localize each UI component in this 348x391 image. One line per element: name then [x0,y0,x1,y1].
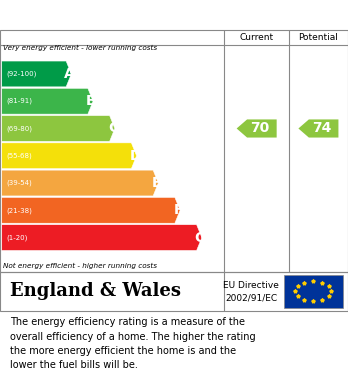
Text: Not energy efficient - higher running costs: Not energy efficient - higher running co… [3,263,158,269]
Text: A: A [64,67,75,81]
Polygon shape [2,197,180,223]
Bar [284,275,343,308]
Text: 74: 74 [312,122,332,136]
Text: Energy Efficiency Rating: Energy Efficiency Rating [10,7,220,23]
Text: B: B [86,94,97,108]
Polygon shape [2,61,71,87]
Polygon shape [2,170,158,196]
Polygon shape [2,225,202,251]
Text: Current: Current [239,33,274,42]
Text: (92-100): (92-100) [6,71,36,77]
Text: (55-68): (55-68) [6,152,32,159]
Text: (81-91): (81-91) [6,98,32,104]
Text: (1-20): (1-20) [6,234,27,241]
Text: E: E [152,176,161,190]
Polygon shape [2,143,136,169]
Text: EU Directive
2002/91/EC: EU Directive 2002/91/EC [223,281,279,302]
Text: Potential: Potential [299,33,338,42]
Text: (69-80): (69-80) [6,125,32,132]
Text: Very energy efficient - lower running costs: Very energy efficient - lower running co… [3,45,158,51]
Text: England & Wales: England & Wales [10,282,181,300]
Text: F: F [174,203,183,217]
Polygon shape [2,88,93,114]
Polygon shape [2,116,115,142]
Text: C: C [108,122,118,136]
Text: (21-38): (21-38) [6,207,32,213]
Text: G: G [195,231,206,244]
Text: 70: 70 [251,122,270,136]
Polygon shape [237,119,277,138]
Text: (39-54): (39-54) [6,180,32,186]
Polygon shape [299,119,338,138]
Text: D: D [129,149,141,163]
Text: The energy efficiency rating is a measure of the
overall efficiency of a home. T: The energy efficiency rating is a measur… [10,317,256,370]
